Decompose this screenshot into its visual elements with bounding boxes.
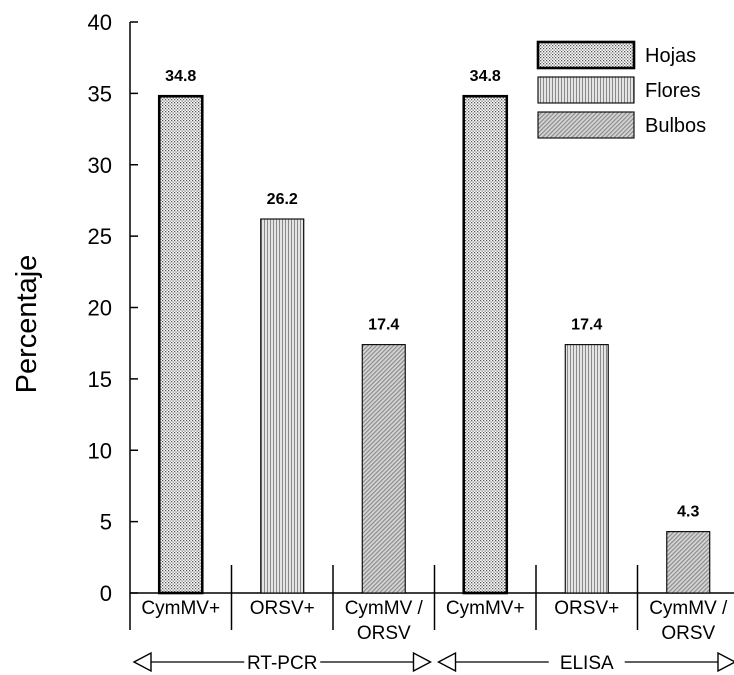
category-label: CymMV+ xyxy=(446,598,525,619)
legend-label: Bulbos xyxy=(645,115,706,137)
legend-swatch-bulbos xyxy=(537,111,635,139)
arrow-left-icon xyxy=(132,651,152,673)
data-label: 17.4 xyxy=(368,317,399,334)
data-label: 34.8 xyxy=(165,68,196,85)
legend: Hojas Flores Bulbos xyxy=(536,40,706,139)
axes xyxy=(129,22,734,594)
y-tick-label: 0 xyxy=(100,581,112,606)
data-label: 26.2 xyxy=(267,191,298,208)
category-label: CymMV / xyxy=(345,598,424,619)
y-tick-label: 5 xyxy=(100,510,112,535)
legend-label: Flores xyxy=(645,80,701,102)
category-label: ORSV xyxy=(661,623,715,644)
arrow-left-icon xyxy=(437,651,457,673)
data-label: 4.3 xyxy=(677,504,699,521)
y-ticks: 0 5 10 15 20 25 30 35 40 xyxy=(88,10,138,606)
group-label: ELISA xyxy=(560,653,614,674)
arrow-right-icon xyxy=(717,651,734,673)
bar-flores xyxy=(260,218,305,594)
category-label: ORSV+ xyxy=(250,598,315,619)
bars xyxy=(157,94,711,595)
category-labels: CymMV+ ORSV+ CymMV / ORSV CymMV+ ORSV+ CymMV /… xyxy=(129,565,728,644)
bar-flores xyxy=(564,344,609,594)
group-label: RT-PCR xyxy=(247,653,317,674)
arrow-right-icon xyxy=(412,651,432,673)
y-axis-title: Percentaje xyxy=(11,255,43,394)
bar-hojas xyxy=(157,94,204,595)
group-brackets: RT-PCR ELISA xyxy=(132,651,734,674)
y-tick-label: 40 xyxy=(88,10,112,35)
category-label: ORSV xyxy=(357,623,411,644)
data-label: 34.8 xyxy=(470,68,501,85)
legend-swatch-flores xyxy=(537,76,635,104)
legend-swatch-hojas xyxy=(536,40,636,70)
legend-label: Hojas xyxy=(645,45,696,67)
category-label: CymMV+ xyxy=(141,598,220,619)
y-tick-label: 15 xyxy=(88,367,112,392)
category-label: ORSV+ xyxy=(554,598,619,619)
bar-bulbos xyxy=(666,531,711,594)
data-labels: 34.8 26.2 17.4 34.8 17.4 4.3 xyxy=(165,68,699,520)
bar-hojas xyxy=(462,94,509,595)
y-tick-label: 10 xyxy=(88,438,112,463)
y-tick-label: 30 xyxy=(88,153,112,178)
category-label: CymMV / xyxy=(649,598,728,619)
bar-bulbos xyxy=(361,344,406,594)
y-tick-label: 25 xyxy=(88,224,112,249)
data-label: 17.4 xyxy=(571,317,602,334)
y-tick-label: 20 xyxy=(88,296,112,321)
y-tick-label: 35 xyxy=(88,81,112,106)
